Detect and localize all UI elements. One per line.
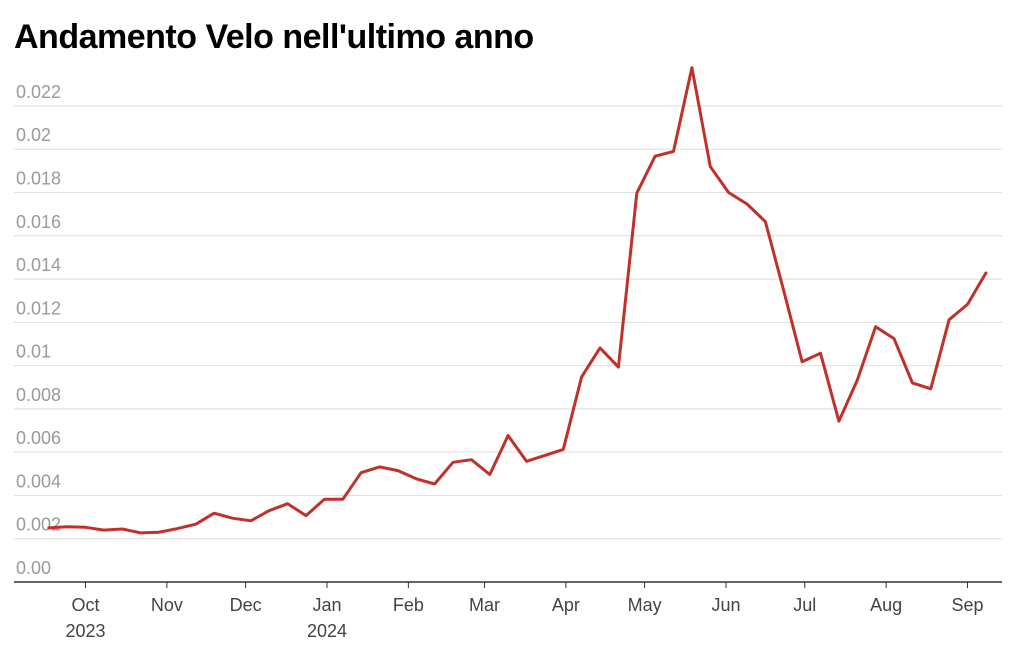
x-tick-year-label: 2024 — [307, 621, 347, 641]
x-tick-label: Mar — [469, 595, 500, 615]
x-tick-label: Apr — [552, 595, 580, 615]
x-tick-label: May — [628, 595, 662, 615]
y-tick-label: 0.004 — [16, 471, 61, 491]
x-tick-label: Dec — [230, 595, 262, 615]
y-tick-label: 0.02 — [16, 125, 51, 145]
x-tick-label: Jan — [312, 595, 341, 615]
y-tick-label: 0.00 — [16, 558, 51, 578]
chart-title: Andamento Velo nell'ultimo anno — [14, 18, 534, 56]
x-tick-label: Oct — [71, 595, 99, 615]
y-tick-label: 0.008 — [16, 385, 61, 405]
x-tick-label: Nov — [151, 595, 183, 615]
y-tick-label: 0.014 — [16, 255, 61, 275]
y-tick-label: 0.018 — [16, 169, 61, 189]
x-tick-label: Feb — [393, 595, 424, 615]
x-tick-label: Jun — [711, 595, 740, 615]
x-tick-year-label: 2023 — [65, 621, 105, 641]
y-axis-ticks: 0.00 0.002 0.004 0.006 0.008 0.01 0.012 0.014 0.… — [16, 82, 61, 578]
y-tick-label: 0.016 — [16, 212, 61, 232]
y-tick-label: 0.006 — [16, 428, 61, 448]
y-tick-label: 0.01 — [16, 342, 51, 362]
y-tick-label: 0.002 — [16, 515, 61, 535]
x-tick-label: Sep — [951, 595, 983, 615]
y-tick-label: 0.022 — [16, 82, 61, 102]
x-tick-label: Aug — [870, 595, 902, 615]
gridlines — [14, 105, 1002, 540]
x-axis-ticks: Oct 2023 Nov Dec Jan 2024 Feb Mar Apr May Jun Jul Au… — [65, 582, 984, 641]
series-line — [47, 66, 988, 535]
x-tick-label: Jul — [793, 595, 816, 615]
y-tick-label: 0.012 — [16, 298, 61, 318]
